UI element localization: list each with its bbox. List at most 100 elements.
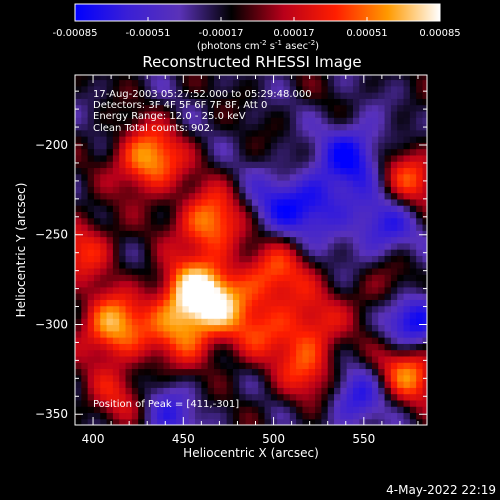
heatmap-cell (176, 293, 184, 300)
heatmap-cell (100, 104, 108, 112)
heatmap-cell (258, 92, 266, 99)
heatmap-cell (378, 267, 386, 275)
heatmap-cell (182, 85, 190, 93)
heatmap-cell (327, 261, 335, 269)
heatmap-cell (334, 117, 341, 125)
heatmap-cell (119, 98, 127, 106)
heatmap-cell (334, 418, 341, 425)
heatmap-cell (106, 286, 114, 294)
heatmap-cell (213, 161, 221, 169)
heatmap-cell (384, 236, 392, 244)
heatmap-cell (195, 362, 202, 370)
heatmap-cell (302, 330, 310, 338)
heatmap-cell (296, 311, 304, 319)
heatmap-cell (106, 387, 114, 395)
heatmap-cell (169, 223, 177, 231)
heatmap-cell (201, 293, 209, 300)
heatmap-cell (334, 75, 341, 81)
heatmap-cell (182, 393, 190, 401)
heatmap-cell (390, 305, 398, 313)
heatmap-cell (352, 186, 360, 194)
heatmap-cell (283, 192, 291, 200)
heatmap-cell (416, 186, 424, 194)
heatmap-cell (106, 186, 114, 194)
heatmap-cell (409, 387, 417, 395)
heatmap-cell (390, 154, 398, 162)
heatmap-cell (220, 79, 228, 87)
heatmap-cell (403, 75, 411, 81)
heatmap-cell (245, 337, 253, 344)
heatmap-cell (213, 318, 221, 326)
heatmap-cell (384, 349, 392, 357)
heatmap-cell (169, 286, 177, 294)
heatmap-cell (308, 242, 316, 250)
heatmap-cell (302, 311, 310, 319)
heatmap-cell (289, 85, 297, 93)
heatmap-cell (182, 92, 190, 99)
heatmap-cell (232, 261, 240, 269)
heatmap-cell (157, 123, 165, 131)
heatmap-cell (283, 167, 291, 175)
heatmap-cell (213, 337, 221, 344)
heatmap-cell (188, 104, 196, 112)
heatmap-cell (321, 205, 329, 213)
heatmap-cell (340, 79, 348, 87)
heatmap-cell (182, 75, 190, 81)
heatmap-cell (315, 412, 322, 420)
heatmap-cell (283, 418, 291, 425)
heatmap-cell (75, 129, 82, 137)
heatmap-cell (308, 180, 316, 187)
heatmap-cell (207, 399, 215, 407)
heatmap-cell (409, 79, 417, 87)
heatmap-cell (416, 148, 424, 156)
heatmap-cell (327, 355, 335, 363)
heatmap-cell (119, 167, 127, 175)
heatmap-cell (409, 343, 417, 351)
heatmap-cell (144, 154, 152, 162)
heatmap-cell (144, 129, 152, 137)
heatmap-cell (422, 148, 427, 156)
heatmap-cell (169, 299, 177, 307)
heatmap-cell (81, 318, 89, 326)
heatmap-cell (131, 75, 139, 81)
heatmap-cell (112, 305, 120, 313)
heatmap-cell (169, 79, 177, 87)
heatmap-cell (365, 98, 373, 106)
heatmap-cell (131, 387, 139, 395)
heatmap-cell (258, 418, 266, 425)
heatmap-cell (378, 293, 386, 300)
heatmap-cell (315, 205, 322, 213)
heatmap-cell (321, 311, 329, 319)
heatmap-cell (176, 167, 184, 175)
heatmap-cell (390, 104, 398, 112)
heatmap-cell (207, 374, 215, 382)
heatmap-cell (201, 148, 209, 156)
heatmap-cell (93, 293, 101, 300)
heatmap-cell (251, 374, 259, 382)
heatmap-cell (81, 205, 89, 213)
heatmap-cell (112, 110, 120, 118)
heatmap-cell (239, 154, 247, 162)
heatmap-cell (157, 192, 165, 200)
heatmap-cell (403, 406, 411, 414)
heatmap-cell (75, 205, 82, 213)
heatmap-cell (106, 242, 114, 250)
heatmap-cell (346, 236, 354, 244)
heatmap-cell (359, 167, 367, 175)
heatmap-cell (340, 249, 348, 256)
heatmap-cell (352, 343, 360, 351)
heatmap-cell (403, 412, 411, 420)
heatmap-cell (157, 85, 165, 93)
heatmap-cell (232, 180, 240, 187)
heatmap-cell (422, 337, 427, 344)
heatmap-cell (302, 249, 310, 256)
heatmap-cell (384, 173, 392, 181)
heatmap-cell (112, 374, 120, 382)
heatmap-cell (93, 167, 101, 175)
heatmap-cell (378, 286, 386, 294)
heatmap-cell (403, 343, 411, 351)
heatmap-cell (188, 129, 196, 137)
heatmap-cell (131, 293, 139, 300)
heatmap-cell (422, 355, 427, 363)
heatmap-cell (340, 362, 348, 370)
